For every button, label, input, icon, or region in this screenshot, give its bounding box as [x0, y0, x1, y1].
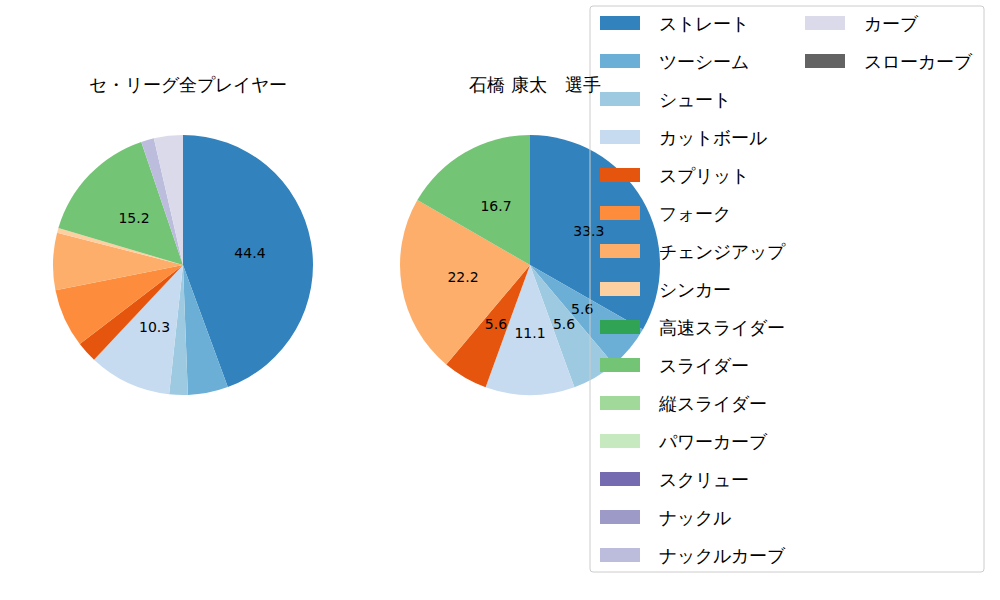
svg-text:スプリット: スプリット — [659, 165, 749, 186]
svg-text:5.6: 5.6 — [553, 316, 575, 332]
svg-text:スローカーブ: スローカーブ — [864, 51, 973, 72]
svg-text:パワーカーブ: パワーカーブ — [658, 431, 768, 452]
svg-text:ナックル: ナックル — [659, 507, 731, 528]
svg-text:チェンジアップ: チェンジアップ — [659, 241, 786, 262]
svg-text:カーブ: カーブ — [864, 13, 919, 34]
svg-text:シュート: シュート — [659, 89, 731, 110]
svg-text:縦スライダー: 縦スライダー — [658, 393, 767, 414]
svg-text:ツーシーム: ツーシーム — [659, 51, 749, 72]
svg-text:11.1: 11.1 — [514, 325, 545, 341]
svg-text:高速スライダー: 高速スライダー — [659, 317, 785, 338]
svg-text:セ・リーグ全プレイヤー: セ・リーグ全プレイヤー — [89, 74, 287, 95]
svg-text:10.3: 10.3 — [139, 319, 170, 335]
svg-text:石橋 康太 選手: 石橋 康太 選手 — [469, 74, 601, 95]
svg-text:フォーク: フォーク — [659, 203, 731, 224]
svg-text:22.2: 22.2 — [447, 269, 478, 285]
svg-text:スライダー: スライダー — [659, 355, 749, 376]
svg-text:ナックルカーブ: ナックルカーブ — [659, 545, 786, 566]
svg-text:44.4: 44.4 — [234, 245, 265, 261]
svg-text:16.7: 16.7 — [480, 198, 511, 214]
svg-text:シンカー: シンカー — [659, 279, 731, 300]
svg-text:15.2: 15.2 — [118, 210, 149, 226]
svg-text:5.6: 5.6 — [571, 300, 594, 317]
svg-text:スクリュー: スクリュー — [659, 469, 749, 490]
svg-text:ストレート: ストレート — [659, 13, 749, 34]
svg-text:5.6: 5.6 — [485, 316, 507, 332]
svg-text:33.3: 33.3 — [573, 222, 605, 239]
svg-text:カットボール: カットボール — [659, 127, 767, 148]
